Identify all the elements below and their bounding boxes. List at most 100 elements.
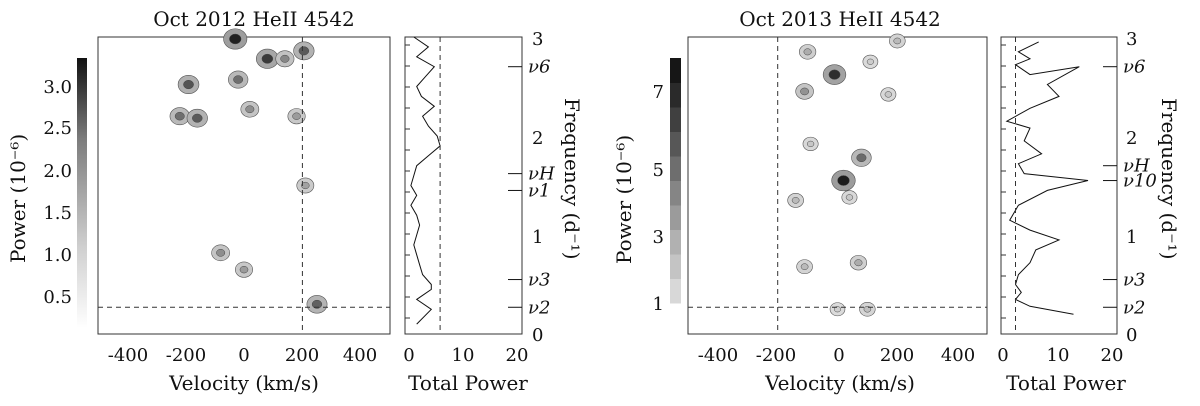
heatmap-peak [233, 75, 244, 84]
frequency-mark-label: ν6 [1123, 57, 1145, 78]
left-heatmap-xticks: -400 -200 0 200 400 [108, 345, 377, 366]
left-colorbar-tick: 1.5 [43, 203, 72, 224]
colorbar-band [670, 278, 681, 304]
left-colorbar-tick: 3.0 [43, 77, 72, 98]
colorbar-band [670, 205, 681, 230]
freq-tick-label: 2 [1126, 128, 1137, 149]
heatmap-peak [183, 79, 194, 90]
frequency-mark-label: νH [1123, 156, 1150, 177]
colorbar-band [670, 58, 681, 83]
heatmap-peak [791, 197, 800, 204]
xtick-label: -200 [166, 345, 206, 366]
freq-tick-label: 2 [532, 128, 543, 149]
left-heatmap-peaks [169, 28, 328, 314]
tp-xtick-label: 20 [506, 345, 529, 366]
heatmap-peak [311, 299, 323, 309]
left-frequency-ticks: 3 2 1 0 [532, 29, 543, 346]
tp-xtick-label: 0 [997, 345, 1008, 366]
left-colorbar-label: Power (10⁻⁶) [6, 134, 30, 263]
freq-tick-label: 3 [1126, 29, 1137, 50]
heatmap-peak [837, 175, 850, 186]
right-colorbar-tick: 3 [653, 227, 664, 248]
xtick-label: 0 [833, 345, 844, 366]
heatmap-peak [239, 265, 249, 274]
colorbar-band [670, 82, 681, 108]
xtick-label: 200 [880, 345, 914, 366]
colorbar-band [670, 107, 681, 132]
right-totalpower-xticks: 0 10 20 [997, 345, 1123, 366]
freq-tick-label: 0 [1126, 325, 1137, 346]
right-totalpower-curve [1001, 37, 1089, 334]
tp-xtick-label: 0 [403, 345, 414, 366]
freq-tick-label: 0 [532, 325, 543, 346]
total-power-line [1005, 41, 1089, 315]
left-figure: Oct 2012 HeII 4542 Power (10⁻⁶) 3.0 2.5 … [6, 7, 584, 395]
right-heatmap-reference-lines [688, 37, 987, 334]
right-colorbar-label: Power (10⁻⁶) [612, 135, 636, 264]
right-frequency-ticks: 3 2 1 0 [1126, 29, 1137, 346]
left-totalpower-curve [405, 36, 441, 334]
heatmap-peak [301, 181, 310, 190]
heatmap-peak [803, 48, 812, 56]
heatmap-peak [261, 53, 274, 64]
left-totalpower-frame [404, 36, 523, 335]
left-xlabel: Velocity (km/s) [168, 371, 319, 395]
right-heatmap-xticks: -400 -200 0 200 400 [698, 345, 975, 366]
heatmap-peak [292, 112, 301, 120]
right-title: Oct 2013 HeII 4542 [739, 7, 941, 31]
right-tp-xlabel: Total Power [1006, 371, 1126, 395]
heatmap-peak [800, 263, 809, 270]
heatmap-peak [884, 91, 892, 98]
xtick-label: -400 [698, 345, 738, 366]
heatmap-peak [174, 111, 185, 121]
heatmap-peak [854, 259, 863, 267]
heatmap-peak [229, 33, 242, 45]
frequency-mark-label: νH [528, 164, 555, 185]
left-freq-label: Frequency (d⁻¹) [560, 98, 584, 260]
frequency-mark-label: ν10 [1123, 171, 1157, 192]
left-colorbar-tick: 0.5 [43, 287, 72, 308]
right-freq-label: Frequency (d⁻¹) [1157, 98, 1181, 260]
xtick-label: 400 [941, 345, 975, 366]
left-colorbar-tick: 2.0 [43, 161, 72, 182]
heatmap-peak [216, 248, 226, 257]
frequency-mark-label: ν3 [1123, 270, 1145, 291]
left-heatmap-reference-lines [98, 37, 390, 334]
right-totalpower-frame [1000, 36, 1118, 335]
left-colorbar [77, 58, 87, 328]
heatmap-peak [856, 153, 867, 163]
freq-tick-label: 1 [1126, 227, 1137, 248]
right-colorbar-tick: 7 [653, 82, 664, 103]
left-colorbar-tick: 1.0 [43, 245, 72, 266]
left-totalpower-xticks: 0 10 20 [403, 345, 528, 366]
left-colorbar-tick: 2.5 [43, 118, 72, 139]
frequency-mark-label: ν1 [528, 180, 550, 201]
frequency-mark-label: ν3 [528, 270, 550, 291]
left-tp-xlabel: Total Power [408, 371, 528, 395]
heatmap-peak [800, 87, 810, 96]
right-colorbar-tick: 1 [653, 294, 664, 315]
heatmap-peak [245, 105, 255, 114]
heatmap-peak [828, 69, 841, 80]
heatmap-peak [893, 37, 902, 45]
xtick-label: 400 [343, 345, 377, 366]
frequency-mark-label: ν2 [1123, 297, 1145, 318]
right-heatmap-peaks [787, 33, 906, 317]
left-title: Oct 2012 HeII 4542 [153, 7, 355, 31]
frequency-mark-label: ν6 [528, 57, 550, 78]
heatmap-peak [866, 58, 874, 65]
tp-xtick-label: 10 [452, 345, 475, 366]
freq-tick-label: 1 [532, 227, 543, 248]
xtick-label: -400 [108, 345, 148, 366]
tp-xtick-label: 10 [1047, 345, 1070, 366]
colorbar-band [670, 131, 681, 157]
colorbar-band [670, 254, 681, 279]
xtick-label: 200 [285, 345, 319, 366]
colorbar-band [670, 229, 681, 255]
heatmap-peak [845, 194, 854, 201]
colorbar-band [670, 156, 681, 181]
right-colorbar-tick: 5 [653, 160, 664, 181]
